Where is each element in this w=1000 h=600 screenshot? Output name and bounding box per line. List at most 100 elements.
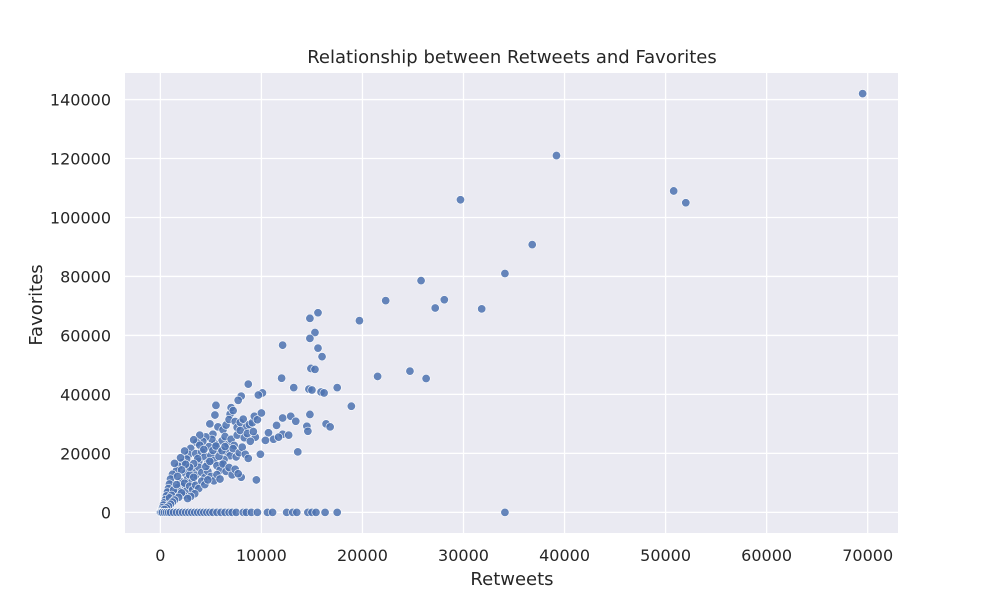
y-tick-label: 120000 <box>50 150 111 169</box>
scatter-point <box>310 364 320 374</box>
scatter-point <box>551 151 561 161</box>
scatter-point <box>173 471 183 481</box>
x-tick-label: 20000 <box>337 546 388 565</box>
scatter-point <box>305 333 315 343</box>
scatter-point <box>455 195 465 205</box>
scatter-point <box>292 507 302 517</box>
scatter-point <box>203 475 213 485</box>
scatter-point <box>289 383 299 393</box>
x-tick-label: 30000 <box>438 546 489 565</box>
scatter-point <box>373 371 383 381</box>
scatter-point <box>274 432 284 442</box>
scatter-point <box>430 303 440 313</box>
scatter-point <box>354 316 364 326</box>
scatter-point <box>183 493 193 503</box>
scatter-point <box>332 383 342 393</box>
scatter-point <box>305 409 315 419</box>
y-axis-title: Favorites <box>26 264 47 345</box>
scatter-point <box>527 240 537 250</box>
scatter-point <box>311 507 321 517</box>
plot-area <box>125 73 898 533</box>
scatter-point <box>346 401 356 411</box>
y-tick-label: 60000 <box>60 326 111 345</box>
scatter-point <box>255 449 265 459</box>
scatter-point <box>233 395 243 405</box>
scatter-point <box>243 379 253 389</box>
scatter-point <box>251 475 261 485</box>
scatter-point <box>277 373 287 383</box>
scatter-point <box>278 413 288 423</box>
x-tick-label: 60000 <box>741 546 792 565</box>
scatter-point <box>310 327 320 337</box>
scatter-point <box>305 313 315 323</box>
scatter-point <box>317 352 327 362</box>
scatter-point <box>325 422 335 432</box>
scatter-point <box>272 420 282 430</box>
scatter-point <box>332 507 342 517</box>
scatter-point <box>381 296 391 306</box>
scatter-point <box>669 186 679 196</box>
scatter-point <box>268 507 278 517</box>
scatter-point <box>439 295 449 305</box>
scatter-point <box>319 388 329 398</box>
scatter-point <box>320 507 330 517</box>
scatter-point <box>215 474 225 484</box>
scatter-point <box>180 446 190 456</box>
scatter-point <box>500 269 510 279</box>
scatter-point <box>189 472 199 482</box>
scatter-point <box>260 435 270 445</box>
scatter-point <box>293 447 303 457</box>
scatter-point <box>211 441 221 451</box>
scatter-point <box>405 366 415 376</box>
scatter-point <box>228 406 238 416</box>
scatter-point <box>199 445 209 455</box>
scatter-point <box>858 89 868 99</box>
scatter-point <box>252 415 262 425</box>
x-axis-title: Retweets <box>470 569 553 590</box>
scatter-point <box>278 340 288 350</box>
scatter-point <box>500 507 510 517</box>
y-tick-label: 100000 <box>50 208 111 227</box>
x-tick-labels: 0 10000 20000 30000 40000 50000 60000 70000 <box>155 546 893 565</box>
scatter-point <box>205 419 215 429</box>
y-tick-labels: 0 20000 40000 60000 80000 100000 120000 140000 <box>50 91 111 523</box>
data-points <box>155 89 868 517</box>
scatter-point <box>238 414 248 424</box>
scatter-point <box>172 480 182 490</box>
x-tick-label: 0 <box>155 546 165 565</box>
scatter-point <box>170 458 180 468</box>
scatter-point <box>248 427 258 437</box>
y-tick-label: 0 <box>101 503 111 522</box>
scatter-point <box>681 198 691 208</box>
x-tick-label: 50000 <box>640 546 691 565</box>
y-tick-label: 40000 <box>60 385 111 404</box>
scatter-point <box>256 408 266 418</box>
y-tick-label: 140000 <box>50 91 111 110</box>
scatter-point <box>421 373 431 383</box>
scatter-point <box>303 426 313 436</box>
scatter-point <box>211 400 221 410</box>
y-tick-label: 80000 <box>60 267 111 286</box>
chart-title: Relationship between Retweets and Favori… <box>307 47 717 68</box>
scatter-point <box>245 436 255 446</box>
scatter-point <box>189 435 199 445</box>
scatter-point <box>284 430 294 440</box>
scatter-point <box>220 442 230 452</box>
scatter-point <box>291 416 301 426</box>
scatter-point <box>177 465 187 475</box>
scatter-point <box>253 390 263 400</box>
scatter-point <box>210 410 220 420</box>
scatter-point <box>416 276 426 286</box>
x-tick-label: 70000 <box>842 546 893 565</box>
scatter-point <box>252 507 262 517</box>
scatter-point <box>313 308 323 318</box>
scatter-point <box>307 385 317 395</box>
scatter-point <box>176 453 186 463</box>
x-tick-label: 40000 <box>539 546 590 565</box>
y-tick-label: 20000 <box>60 444 111 463</box>
scatter-point <box>243 453 253 463</box>
scatter-point <box>263 428 273 438</box>
scatter-point <box>313 343 323 353</box>
scatter-point <box>477 304 487 314</box>
